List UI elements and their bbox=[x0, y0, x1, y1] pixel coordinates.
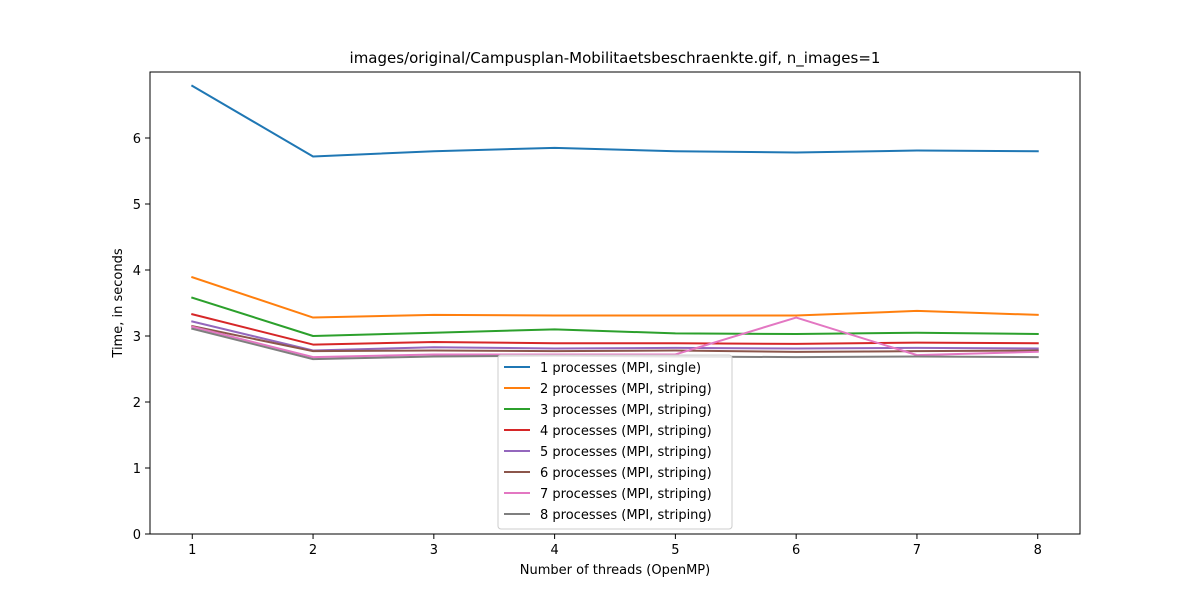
legend: 1 processes (MPI, single) 2 processes (MP… bbox=[497, 354, 733, 530]
series-line-4 bbox=[191, 313, 1039, 346]
x-tick-label: 3 bbox=[430, 543, 438, 558]
chart-title: images/original/Campusplan-Mobilitaetsbe… bbox=[350, 49, 881, 68]
plot-area bbox=[149, 71, 1081, 535]
legend-label-1: 1 processes (MPI, single) bbox=[540, 361, 701, 376]
legend-label-2: 2 processes (MPI, striping) bbox=[540, 382, 712, 397]
legend-label-4: 4 processes (MPI, striping) bbox=[540, 424, 712, 439]
legend-label-6: 6 processes (MPI, striping) bbox=[540, 466, 712, 481]
series-line-2 bbox=[191, 275, 1039, 319]
x-axis: 1 2 3 4 5 6 7 8 bbox=[188, 534, 1042, 558]
y-tick-label: 5 bbox=[133, 198, 141, 213]
y-axis: 0 1 2 3 4 5 6 bbox=[133, 132, 150, 543]
x-tick-label: 1 bbox=[188, 543, 196, 558]
y-tick-label: 2 bbox=[133, 396, 141, 411]
x-tick-label: 6 bbox=[792, 543, 800, 558]
x-axis-label: Number of threads (OpenMP) bbox=[520, 563, 710, 578]
plot-frame bbox=[149, 71, 1081, 535]
series-line-3 bbox=[191, 296, 1039, 337]
legend-label-7: 7 processes (MPI, striping) bbox=[540, 487, 712, 502]
x-tick-label: 7 bbox=[913, 543, 921, 558]
x-tick-label: 5 bbox=[671, 543, 679, 558]
series-line-7 bbox=[191, 316, 1039, 359]
legend-label-8: 8 processes (MPI, striping) bbox=[540, 508, 712, 523]
y-tick-label: 1 bbox=[133, 462, 141, 477]
y-tick-label: 4 bbox=[133, 264, 141, 279]
y-axis-label: Time, in seconds bbox=[111, 248, 126, 358]
legend-box bbox=[497, 354, 733, 530]
x-tick-label: 4 bbox=[550, 543, 558, 558]
legend-label-3: 3 processes (MPI, striping) bbox=[540, 403, 712, 418]
series-line-6 bbox=[191, 324, 1039, 353]
legend-label-5: 5 processes (MPI, striping) bbox=[540, 445, 712, 460]
y-tick-label: 6 bbox=[133, 132, 141, 147]
y-tick-label: 3 bbox=[133, 330, 141, 345]
series-line-1 bbox=[190, 84, 1039, 158]
x-tick-label: 8 bbox=[1034, 543, 1042, 558]
x-tick-label: 2 bbox=[309, 543, 317, 558]
y-tick-label: 0 bbox=[133, 528, 141, 543]
